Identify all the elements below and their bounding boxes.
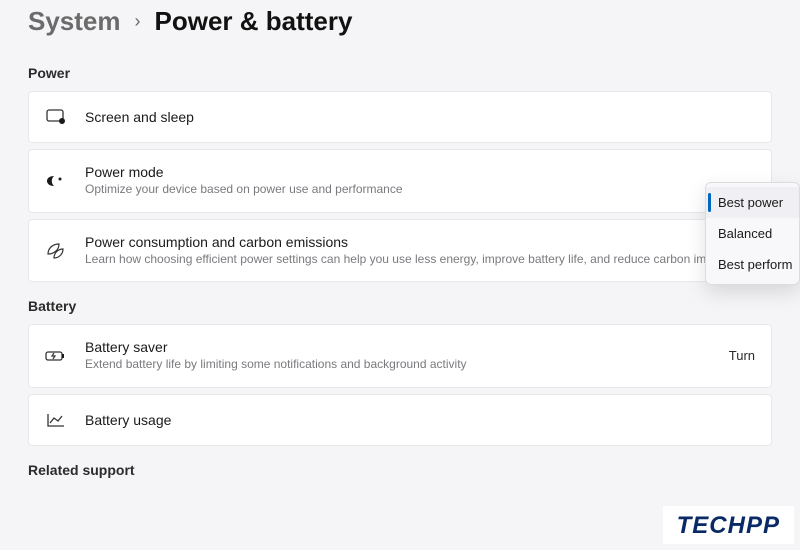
row-battery-saver[interactable]: Battery saver Extend battery life by lim…	[28, 324, 772, 388]
dropdown-option-best-power[interactable]: Best power	[706, 187, 799, 218]
dropdown-option-best-performance[interactable]: Best perform	[706, 249, 799, 280]
row-title: Power mode	[85, 164, 755, 180]
section-battery: Battery Battery saver Extend battery lif…	[0, 298, 800, 446]
row-subtitle: Optimize your device based on power use …	[85, 182, 755, 198]
power-mode-icon	[45, 170, 67, 192]
row-subtitle: Learn how choosing efficient power setti…	[85, 252, 755, 268]
chart-line-icon	[45, 409, 67, 431]
section-power: Power Screen and sleep Power mode Optimi…	[0, 65, 800, 282]
row-power-mode[interactable]: Power mode Optimize your device based on…	[28, 149, 772, 213]
power-mode-dropdown[interactable]: Best power Balanced Best perform	[705, 182, 800, 285]
breadcrumb: System › Power & battery	[0, 0, 800, 55]
row-title: Battery usage	[85, 412, 755, 428]
leaf-icon	[45, 239, 67, 261]
chevron-right-icon: ›	[135, 11, 141, 32]
row-carbon-emissions[interactable]: Power consumption and carbon emissions L…	[28, 219, 772, 283]
page-title: Power & battery	[155, 6, 353, 37]
dropdown-option-balanced[interactable]: Balanced	[706, 218, 799, 249]
watermark-logo: TECHPP	[663, 506, 794, 544]
row-subtitle: Extend battery life by limiting some not…	[85, 357, 711, 373]
row-battery-usage[interactable]: Battery usage	[28, 394, 772, 446]
screen-sleep-icon	[45, 106, 67, 128]
row-title: Screen and sleep	[85, 109, 755, 125]
section-header-related: Related support	[28, 462, 772, 478]
row-screen-and-sleep[interactable]: Screen and sleep	[28, 91, 772, 143]
section-header-power: Power	[28, 65, 772, 81]
row-title: Power consumption and carbon emissions	[85, 234, 755, 250]
section-header-battery: Battery	[28, 298, 772, 314]
section-related-support: Related support	[0, 462, 800, 478]
breadcrumb-parent[interactable]: System	[28, 6, 121, 37]
battery-saver-icon	[45, 345, 67, 367]
battery-saver-action[interactable]: Turn	[729, 348, 755, 363]
row-title: Battery saver	[85, 339, 711, 355]
